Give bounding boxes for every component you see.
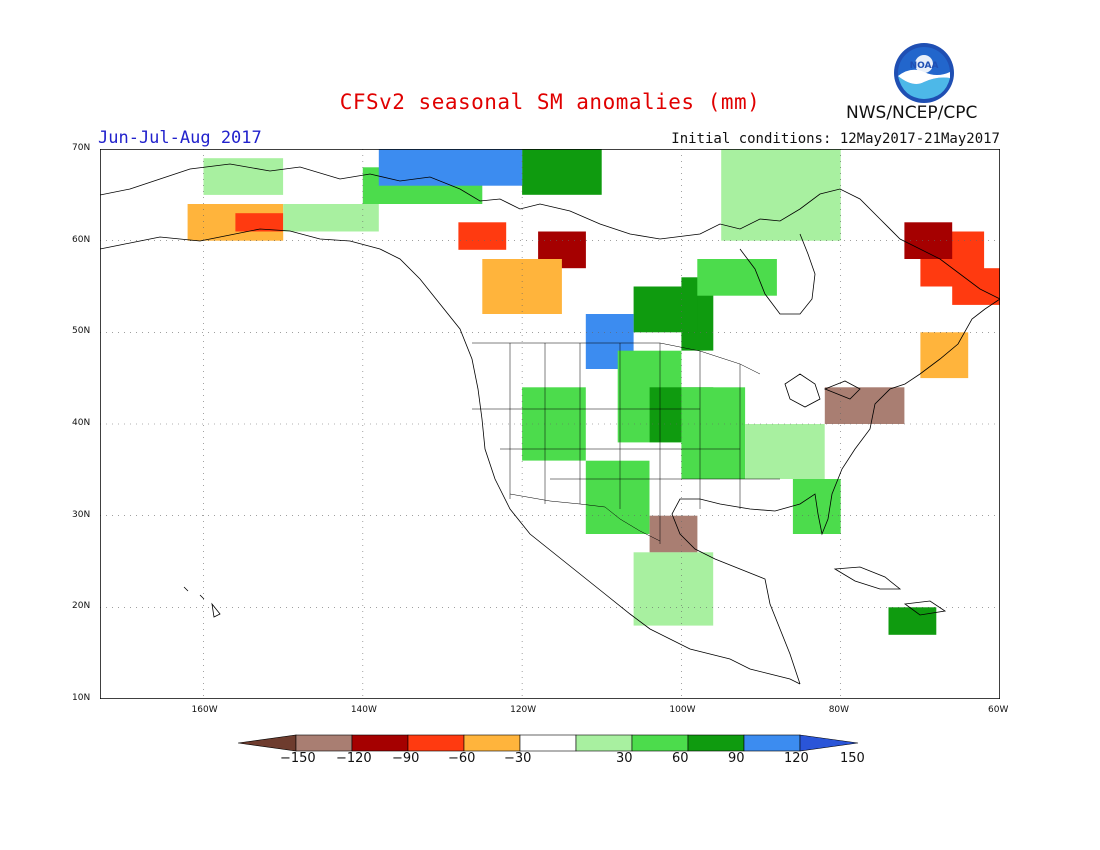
lon-tick-label: 60W <box>988 705 1009 715</box>
logo-text: NOAA <box>910 61 939 71</box>
anomaly-region <box>378 149 523 186</box>
legend-arrow-low <box>238 734 297 752</box>
political-borders <box>472 342 780 544</box>
anomaly-region <box>888 607 937 635</box>
legend-label: 60 <box>672 751 689 766</box>
coastline-cuba <box>833 566 902 590</box>
anomaly-region <box>458 222 507 250</box>
anomaly-region <box>697 259 777 296</box>
coastline-gulf <box>671 298 1000 685</box>
noaa-logo: NOAA <box>894 43 954 103</box>
anomaly-region <box>721 149 841 241</box>
chart-title: CFSv2 seasonal SM anomalies (mm) <box>339 90 761 114</box>
anomaly-region <box>235 213 284 232</box>
coastline-hawaii <box>183 586 221 618</box>
anomaly-region <box>649 515 698 553</box>
legend-label: −30 <box>504 751 532 766</box>
coastline-hispaniola <box>903 600 947 616</box>
organization-label: NWS/NCEP/CPC <box>846 103 978 123</box>
anomaly-region <box>203 158 284 195</box>
coastlines <box>100 163 1000 685</box>
us-mexico-border <box>509 493 661 542</box>
legend-swatch <box>631 734 689 752</box>
legend-swatch <box>687 734 745 752</box>
anomaly-region <box>522 387 586 461</box>
anomaly-region <box>585 460 650 534</box>
legend-label: −120 <box>336 751 372 766</box>
legend-swatch <box>743 734 801 752</box>
lat-tick-label: 10N <box>72 693 91 703</box>
legend-label: 90 <box>728 751 745 766</box>
anomaly-region <box>745 424 825 479</box>
anomaly-map <box>100 149 1000 699</box>
legend-swatch <box>295 734 353 752</box>
legend-label: −60 <box>448 751 476 766</box>
map-gridlines <box>100 149 1000 699</box>
legend-swatch <box>575 734 633 752</box>
legend-swatch <box>463 734 521 752</box>
anomaly-region <box>681 387 746 479</box>
legend-swatch <box>407 734 465 752</box>
coastline-north-america <box>100 163 1000 300</box>
lat-tick-label: 20N <box>72 601 91 612</box>
anomaly-region <box>633 552 714 626</box>
lon-tick-label: 80W <box>828 705 850 715</box>
legend-swatch <box>519 734 577 752</box>
coastline-great-lakes <box>784 373 861 408</box>
lat-tick-label: 70N <box>72 143 91 153</box>
lat-tick-label: 30N <box>72 509 91 520</box>
legend-label: −150 <box>280 751 316 766</box>
legend-label: 120 <box>784 751 809 766</box>
legend-label: 30 <box>616 751 633 766</box>
lon-tick-label: 140W <box>350 705 377 715</box>
forecast-period: Jun-Jul-Aug 2017 <box>98 128 262 148</box>
legend-arrow-high <box>799 734 859 752</box>
initial-conditions: Initial conditions: 12May2017-21May2017 <box>671 131 1000 147</box>
legend-label: −90 <box>392 751 420 766</box>
lon-tick-label: 160W <box>191 705 218 715</box>
anomaly-region <box>522 149 602 195</box>
anomaly-cells <box>187 149 1000 635</box>
lat-tick-label: 60N <box>72 234 91 245</box>
coastline-pacific <box>100 228 801 685</box>
lon-tick-label: 100W <box>669 705 696 715</box>
anomaly-region <box>482 259 562 314</box>
coastline-hudson-bay <box>739 233 816 315</box>
legend-label: 150 <box>840 751 865 766</box>
anomaly-region <box>824 387 905 424</box>
lat-tick-label: 50N <box>72 326 91 337</box>
anomaly-region <box>633 286 698 333</box>
legend-swatch <box>351 734 409 752</box>
anomaly-region <box>283 204 379 232</box>
color-legend <box>238 734 859 752</box>
lon-tick-label: 120W <box>510 705 537 715</box>
lat-tick-label: 40N <box>72 418 91 428</box>
state-lines <box>472 343 780 544</box>
